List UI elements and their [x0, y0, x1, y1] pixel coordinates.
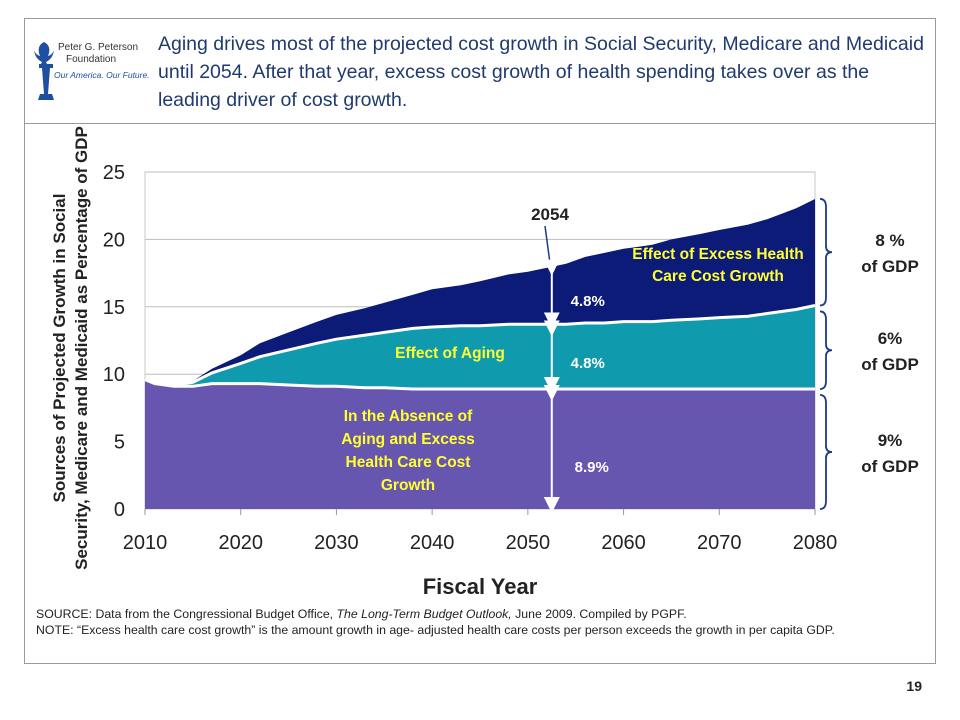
page-title: Aging drives most of the projected cost … [158, 33, 924, 111]
source-prefix: SOURCE: Data from the Congressional Budg… [36, 607, 337, 621]
x-tick-label: 2010 [123, 532, 168, 554]
arrow-value-label: 4.8% [571, 355, 605, 372]
label-layer: Effect of Excess Health Care Cost Growth E… [341, 246, 803, 494]
logo-line2: Foundation [66, 54, 117, 65]
bracket-1 [819, 310, 833, 390]
torch-icon [34, 42, 54, 100]
bracket-label-bottom: of GDP [861, 457, 919, 476]
x-tick-label: 2080 [793, 532, 838, 554]
boundary-line-0 [144, 378, 815, 391]
bracket-label-top: 8 % [875, 231, 904, 250]
y-tick-label: 0 [114, 499, 125, 521]
y-axis-label: Sources of Projected Growth in Social Sec… [50, 126, 91, 570]
bracket-label-bottom: of GDP [861, 355, 919, 374]
area-series-0 [145, 379, 815, 509]
source-notes: SOURCE: Data from the Congressional Budg… [36, 606, 926, 638]
y-tick-label: 10 [103, 364, 125, 386]
area-series-2 [145, 199, 815, 385]
year-leader-line [544, 225, 551, 262]
header-box [24, 18, 936, 124]
logo: Peter G. Peterson Foundation Our America… [30, 36, 150, 106]
x-axis-label: Fiscal Year [423, 574, 538, 599]
annotation-layer: 2054 4.8% 4.8% 8.9% 8 % of GDP 6% of GDP 9% of GD… [531, 198, 919, 513]
x-tick-label: 2020 [218, 532, 263, 554]
source-line: SOURCE: Data from the Congressional Budg… [36, 606, 926, 622]
axes: 0 5 10 15 20 25 2010 2020 2030 2040 2050 2060 2070 20… [50, 126, 837, 599]
arrow-value-label: 8.9% [575, 459, 609, 476]
x-tick-label: 2030 [314, 532, 359, 554]
arrow-value-label: 4.8% [571, 293, 605, 310]
area-layer [144, 199, 816, 509]
source-title: The Long-Term Budget Outlook, [336, 607, 512, 621]
note-line: NOTE: “Excess health care cost growth” i… [36, 623, 835, 637]
bracket-label-top: 6% [878, 329, 903, 348]
x-tick-label: 2070 [697, 532, 742, 554]
area-label-excess: Effect of Excess Health Care Cost Growth [632, 246, 803, 285]
bracket-label-top: 9% [878, 431, 903, 450]
area-label-aging: Effect of Aging [395, 345, 505, 362]
x-tick-label: 2060 [601, 532, 646, 554]
bracket-label-bottom: of GDP [861, 257, 919, 276]
logo-tagline: Our America. Our Future. [54, 70, 150, 80]
area-label-base: In the Absence of Aging and Excess Health … [341, 408, 475, 494]
year-2054-label: 2054 [531, 205, 569, 224]
y-tick-label: 25 [103, 162, 125, 184]
bracket-2 [819, 394, 833, 510]
x-tick-label: 2040 [410, 532, 455, 554]
source-suffix: June 2009. Compiled by PGPF. [511, 607, 687, 621]
logo-line1: Peter G. Peterson [58, 42, 139, 53]
boundary-line-1 [173, 304, 816, 387]
bracket-0 [819, 198, 833, 307]
area-series-1 [145, 305, 815, 389]
x-tick-label: 2050 [506, 532, 551, 554]
y-tick-label: 5 [114, 432, 125, 454]
y-tick-label: 15 [103, 297, 125, 319]
page-number: 19 [906, 678, 922, 694]
y-tick-label: 20 [103, 229, 125, 251]
